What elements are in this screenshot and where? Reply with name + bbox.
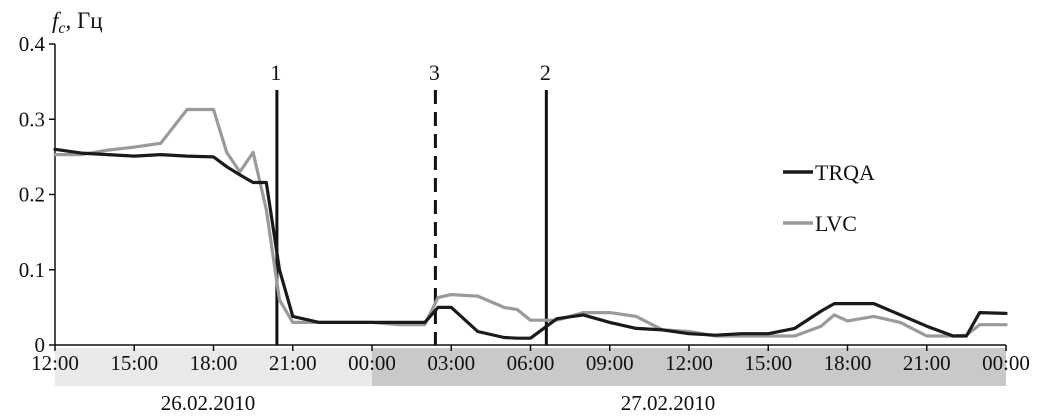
- series-line-trqa: [53, 147, 1008, 340]
- y-axis-title-subscript: c: [58, 20, 65, 37]
- legend: TRQA LVC: [783, 160, 875, 236]
- series-line-lvc: [53, 107, 1008, 338]
- y-tick-label: 0.1: [19, 258, 45, 282]
- y-tick-label: 0.3: [19, 107, 45, 131]
- marker-label-1: 1: [270, 60, 281, 85]
- y-axis-title-symbol: f: [52, 8, 62, 33]
- x-tick-label: 12:00: [31, 351, 79, 375]
- x-tick-label: 09:00: [586, 351, 634, 375]
- legend-label-trqa: TRQA: [815, 160, 875, 185]
- x-tick-label: 18:00: [824, 351, 872, 375]
- x-tick-label: 21:00: [903, 351, 951, 375]
- x-tick-label: 21:00: [269, 351, 317, 375]
- date-band-day1: [55, 348, 372, 386]
- y-axis-title: fc, Гц: [52, 8, 103, 37]
- x-tick-label: 18:00: [190, 351, 238, 375]
- legend-label-lvc: LVC: [815, 211, 857, 236]
- x-tick-label: 00:00: [348, 351, 396, 375]
- date-band-day2: [372, 348, 1006, 386]
- x-tick-label: 15:00: [744, 351, 792, 375]
- x-tick-label: 15:00: [110, 351, 158, 375]
- date-labels: 26.02.2010 27.02.2010: [161, 391, 716, 415]
- event-markers: 1 3 2: [270, 60, 551, 345]
- x-tick-label: 03:00: [427, 351, 475, 375]
- date-label: 27.02.2010: [621, 391, 716, 415]
- marker-label-3: 3: [429, 60, 440, 85]
- x-tick-label: 12:00: [665, 351, 713, 375]
- y-axis-title-unit: , Гц: [66, 8, 103, 33]
- x-tick-label: 00:00: [982, 351, 1030, 375]
- y-tick-label: 0.2: [19, 183, 45, 207]
- y-tick-label: 0: [35, 333, 46, 357]
- ticks: 0 0.1 0.2 0.3 0.4 12:00 15:00 18:00 21:00 00:00 03…: [19, 32, 1030, 375]
- date-label: 26.02.2010: [161, 391, 256, 415]
- marker-label-2: 2: [540, 60, 551, 85]
- x-tick-label: 06:00: [507, 351, 555, 375]
- y-tick-label: 0.4: [19, 32, 46, 56]
- series-lines: [53, 107, 1008, 340]
